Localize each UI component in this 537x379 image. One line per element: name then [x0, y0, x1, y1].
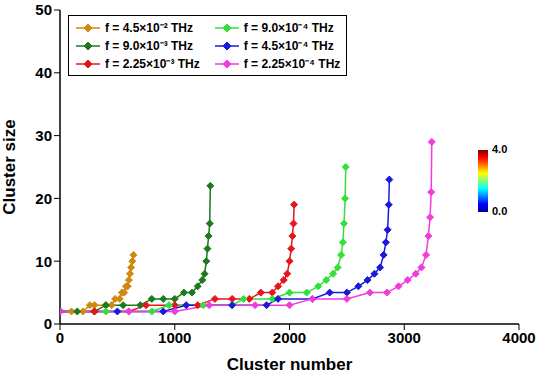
svg-text:0: 0	[56, 329, 64, 346]
html-text:f = 9.0×10⁻³ THz: f = 9.0×10⁻³ THz	[105, 39, 193, 53]
html-text:f = 4.5×10⁻⁴ THz: f = 4.5×10⁻⁴ THz	[243, 39, 334, 53]
svg-text:10: 10	[35, 253, 52, 270]
html-text:f = 2.25×10⁻³ THz: f = 2.25×10⁻³ THz	[105, 57, 200, 71]
svg-text:4000: 4000	[502, 329, 535, 346]
svg-text:50: 50	[35, 1, 52, 18]
svg-text:20: 20	[35, 190, 52, 207]
svg-text:2000: 2000	[273, 329, 306, 346]
svg-text:0: 0	[44, 315, 52, 332]
svg-text:4.0: 4.0	[492, 143, 507, 155]
svg-text:1000: 1000	[158, 329, 191, 346]
svg-text:40: 40	[35, 64, 52, 81]
svg-text:3000: 3000	[388, 329, 421, 346]
svg-text:Cluster size: Cluster size	[0, 119, 19, 214]
svg-text:Cluster number: Cluster number	[227, 355, 353, 374]
html-text:f = 9.0×10⁻⁴ THz: f = 9.0×10⁻⁴ THz	[243, 21, 334, 35]
svg-text:0.0: 0.0	[492, 205, 507, 217]
html-text:f = 4.5×10⁻² THz: f = 4.5×10⁻² THz	[105, 21, 193, 35]
html-text:f = 2.25×10⁻⁴ THz: f = 2.25×10⁻⁴ THz	[243, 57, 341, 71]
svg-text:30: 30	[35, 127, 52, 144]
